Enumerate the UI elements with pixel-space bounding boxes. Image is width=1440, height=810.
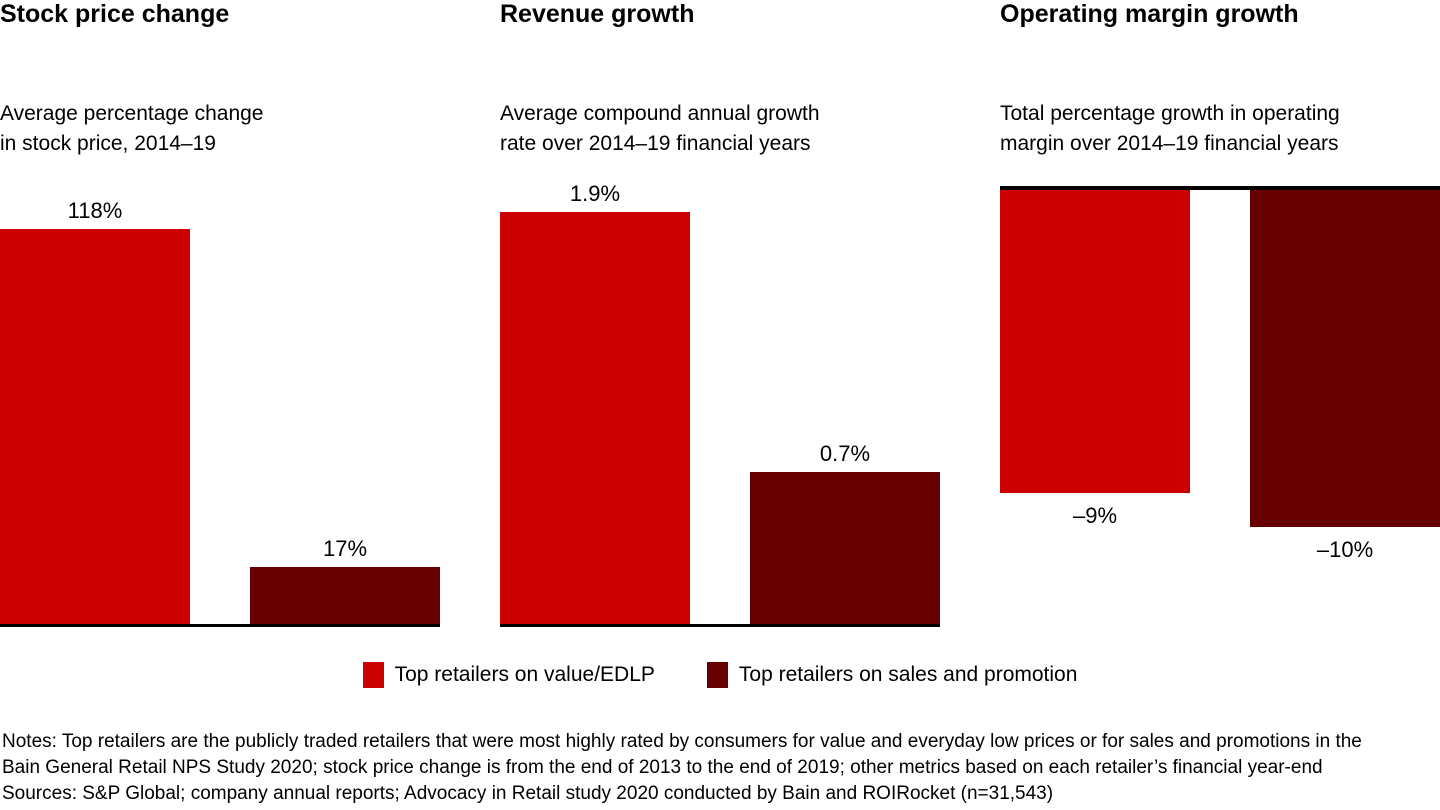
bar-value-label: –9% [1072, 503, 1118, 528]
bar-sales-promotion [1250, 190, 1440, 527]
zero-baseline [0, 624, 440, 627]
bar-plot-area: –9% –10% [1000, 186, 1440, 632]
panel-subtitle: Average compound annual growth rate over… [500, 102, 820, 155]
bar-value-edlp [500, 212, 690, 624]
panel-operating-margin-growth: Operating margin growth Total percentage… [1000, 0, 1440, 632]
bar-value-edlp [1000, 190, 1190, 493]
legend-label: Top retailers on value/EDLP [394, 663, 655, 686]
legend-swatch-red [362, 662, 384, 688]
bar-value-label: 17% [322, 536, 368, 561]
notes-line-3: Sources: S&P Global; company annual repo… [2, 783, 1054, 804]
legend: Top retailers on value/EDLP Top retailer… [0, 662, 1440, 688]
notes-line-2: Bain General Retail NPS Study 2020; stoc… [2, 757, 1323, 778]
zero-baseline [1000, 186, 1440, 190]
bar-sales-promotion [250, 567, 440, 624]
legend-label: Top retailers on sales and promotion [738, 663, 1078, 686]
bar-plot-area: 1.9% 0.7% [500, 180, 940, 627]
panel-title: Operating margin growth [1000, 0, 1299, 28]
bar-value-label: 118% [67, 198, 123, 223]
panel-title: Stock price change [0, 0, 230, 28]
notes-line-1: Notes: Top retailers are the publicly tr… [2, 731, 1362, 752]
bar-value-label: –10% [1316, 537, 1374, 562]
legend-item-sales-promotion: Top retailers on sales and promotion [706, 662, 1078, 688]
panel-revenue-growth: Revenue growth Average compound annual g… [500, 0, 940, 632]
bar-value-label: 0.7% [819, 441, 871, 466]
panel-title: Revenue growth [500, 0, 695, 28]
panel-subtitle: Average percentage change in stock price… [0, 102, 264, 155]
legend-item-value-edlp: Top retailers on value/EDLP [362, 662, 655, 688]
legend-swatch-dark-red [706, 662, 728, 688]
footnotes: Notes: Top retailers are the publicly tr… [2, 729, 1438, 807]
bar-sales-promotion [750, 472, 940, 624]
bar-value-label: 1.9% [569, 181, 621, 206]
bar-plot-area: 118% 17% [0, 180, 440, 627]
zero-baseline [500, 624, 940, 627]
panel-stock-price-change: Stock price change Average percentage ch… [0, 0, 440, 632]
panel-subtitle: Total percentage growth in operating mar… [1000, 102, 1340, 155]
bar-value-edlp [0, 229, 190, 624]
